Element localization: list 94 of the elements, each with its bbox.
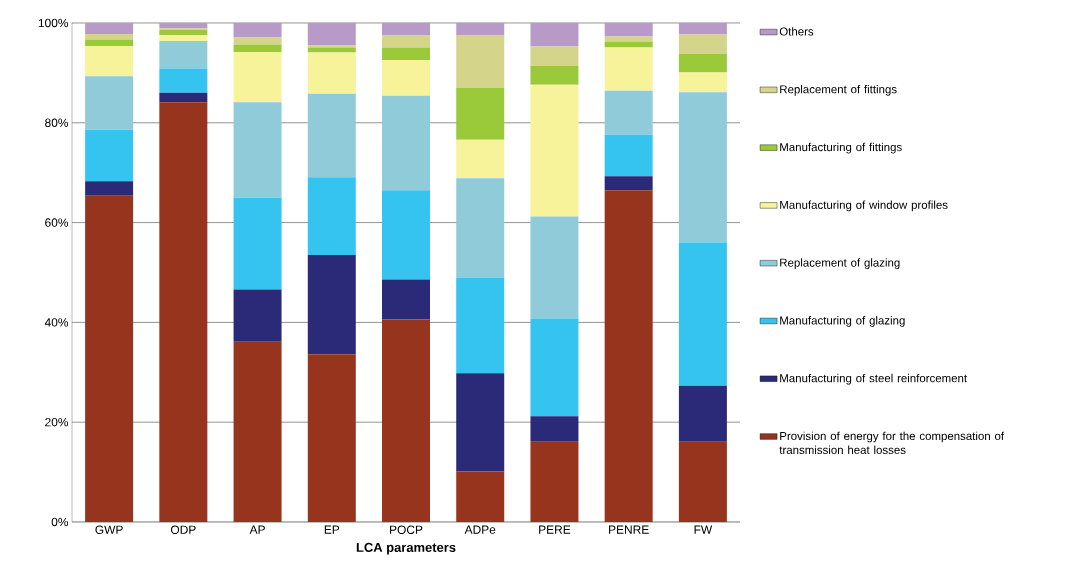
bar [604,176,653,191]
bar [85,39,134,46]
x-tick-label: GWP [95,525,123,534]
x-axis-title: LCA parameters [356,542,456,555]
bar [159,34,208,41]
bar [307,22,356,46]
legend-label: Manufacturing of window profiles [780,200,948,212]
x-tick-label: EP [324,525,340,534]
bar [233,289,282,342]
bar [382,47,431,60]
bar [233,22,282,38]
bar [456,87,505,140]
bar [85,181,134,196]
bar [456,178,505,278]
bar [382,59,431,96]
bar [233,37,282,45]
bar [456,277,505,374]
legend-label: Provision of energy for the compensation of transmission heat losses [779,431,1005,454]
x-tick-label: FW [694,525,713,534]
bar [307,52,356,94]
legend-label: Replacement of glazing [780,258,900,269]
legend-label: Replacement of fittings [780,84,897,96]
x-tick-label: POCP [390,525,423,534]
bar [307,93,356,178]
bar [604,47,653,91]
bar [530,65,579,85]
bar [85,22,134,34]
bar [604,90,653,135]
legend-label: Manufacturing of glazing [780,316,905,327]
bar [678,242,727,386]
bar [530,46,579,66]
bar [382,190,431,280]
bar [382,35,431,48]
x-tick-label: ODP [170,525,196,534]
bar [456,373,505,472]
bar [382,319,431,522]
y-tick-label: 100% [38,18,69,28]
y-tick-label: 80% [45,118,69,128]
bar [456,471,505,522]
bar [382,279,431,320]
x-tick-label: AP [249,525,265,534]
bar [382,95,431,191]
x-tick-label: PENRE [609,525,649,534]
bar [159,102,208,522]
bar [159,29,208,35]
bar [307,177,356,256]
legend-label: Others [779,27,814,36]
bar [530,416,579,442]
bar [604,41,653,48]
bar [382,22,431,36]
bar [456,35,505,88]
bar [530,441,579,522]
bar [678,34,727,54]
bar [530,84,579,217]
bar [159,22,208,29]
bar [307,255,356,355]
bar [85,33,134,40]
bar [159,92,208,103]
bar [678,72,727,93]
bar [678,92,727,243]
bar [530,22,579,47]
legend-label: Manufacturing of steel reinforcement [780,373,968,385]
bar [604,36,653,42]
bar [678,385,727,442]
bar [604,134,653,177]
x-tick-label: ADPe [464,525,496,534]
bar [85,76,134,130]
bar [85,129,134,182]
bar [85,195,134,522]
bar [307,354,356,522]
legend-label: Manufacturing of fittings [780,142,902,154]
x-tick-label: PERE [539,525,571,534]
bar [307,47,356,53]
y-tick-label: 0% [51,517,69,527]
bar [456,139,505,179]
bar [456,22,505,36]
y-tick-label: 60% [45,218,69,227]
bar [85,45,134,77]
bar [159,40,208,69]
bar [233,51,282,103]
bar [159,68,208,93]
bar [678,53,727,73]
y-tick-label: 40% [44,318,69,327]
bar [678,22,727,35]
bar [604,22,653,37]
bar [530,216,579,319]
bar [233,341,282,522]
y-tick-label: 20% [45,417,69,427]
bar [678,441,727,522]
bar [604,190,653,522]
bar [233,197,282,290]
bar [233,44,282,52]
bar [233,102,282,198]
bar [530,318,579,417]
